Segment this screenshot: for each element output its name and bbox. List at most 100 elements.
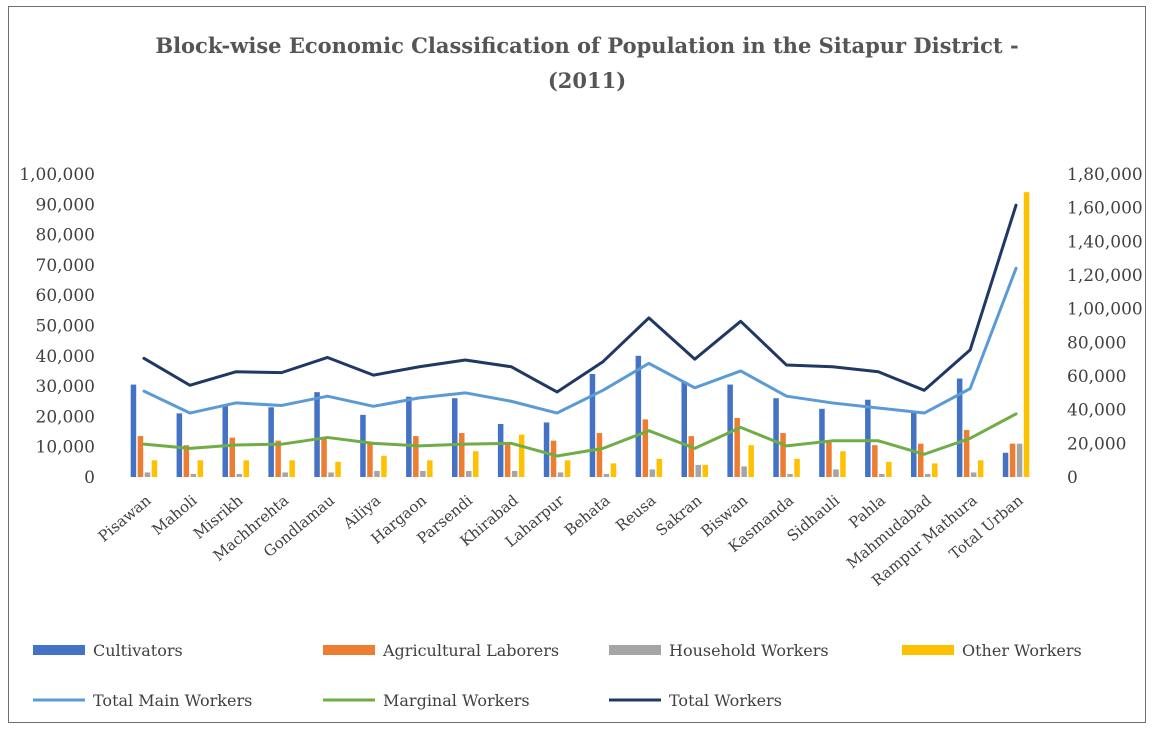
- bar-other-workers: [702, 464, 708, 477]
- bar-cultivators: [360, 414, 366, 477]
- bar-other-workers: [335, 461, 341, 477]
- legend-swatch-household-workers: [609, 645, 661, 655]
- bar-other-workers: [610, 463, 617, 477]
- bar-cultivators: [452, 398, 458, 477]
- bar-cultivators: [956, 378, 963, 477]
- left-axis-tick-label: 10,000: [36, 438, 95, 458]
- bar-household-workers: [466, 470, 472, 477]
- bar-cultivators: [268, 407, 274, 477]
- bars: [130, 192, 1030, 477]
- right-axis-tick-label: 0: [1067, 468, 1078, 488]
- legend-label: Other Workers: [962, 641, 1082, 660]
- right-axis-tick-label: 80,000: [1067, 333, 1126, 353]
- bar-agricultural-laborers: [963, 430, 970, 477]
- left-axis-tick-label: 40,000: [36, 347, 95, 367]
- bar-other-workers: [427, 460, 433, 477]
- bar-cultivators: [911, 411, 917, 477]
- bar-household-workers: [787, 473, 793, 477]
- bar-cultivators: [589, 373, 596, 477]
- bar-agricultural-laborers: [137, 436, 144, 477]
- left-axis-tick-label: 90,000: [36, 195, 95, 215]
- series-line-total-main-workers: [142, 266, 1018, 415]
- bar-cultivators: [635, 355, 642, 477]
- bar-cultivators: [406, 396, 412, 477]
- legend-swatch-cultivators: [33, 645, 85, 655]
- legend-label: Agricultural Laborers: [382, 641, 559, 660]
- bar-household-workers: [741, 466, 747, 477]
- bar-cultivators: [497, 423, 504, 477]
- bar-other-workers: [656, 458, 663, 477]
- right-axis-tick-label: 1,60,000: [1067, 199, 1143, 219]
- bar-cultivators: [865, 399, 871, 477]
- left-axis-tick-label: 50,000: [36, 317, 95, 337]
- right-axis-tick-label: 1,00,000: [1067, 300, 1143, 320]
- legend-label: Household Workers: [669, 641, 829, 660]
- bar-other-workers: [289, 460, 295, 477]
- left-axis-tick-label: 1,00,000: [19, 165, 95, 185]
- legend-swatch-agricultural-laborers: [323, 645, 375, 655]
- bar-other-workers: [977, 460, 984, 477]
- right-axis-tick-label: 1,40,000: [1067, 232, 1143, 252]
- bar-household-workers: [190, 473, 197, 477]
- bar-other-workers: [840, 451, 846, 477]
- left-axis-tick-label: 60,000: [36, 286, 95, 306]
- bar-agricultural-laborers: [229, 437, 235, 477]
- bar-agricultural-laborers: [734, 417, 740, 477]
- bar-agricultural-laborers: [826, 442, 832, 477]
- bar-household-workers: [511, 470, 518, 477]
- bar-agricultural-laborers: [688, 436, 694, 477]
- bar-agricultural-laborers: [321, 437, 327, 477]
- bar-agricultural-laborers: [642, 419, 649, 477]
- right-axis: 0 20,000 40,000 60,000 80,000 1,00,000 1,20,00…: [1067, 165, 1143, 488]
- right-axis-tick-label: 40,000: [1067, 401, 1126, 421]
- bar-other-workers: [151, 460, 158, 477]
- left-axis-tick-label: 30,000: [36, 377, 95, 397]
- bar-agricultural-laborers: [367, 442, 373, 477]
- bar-other-workers: [932, 463, 938, 477]
- bar-agricultural-laborers: [183, 445, 190, 477]
- bar-cultivators: [681, 381, 687, 477]
- bar-household-workers: [420, 470, 426, 477]
- lines: [142, 203, 1018, 458]
- bar-other-workers: [473, 451, 479, 477]
- legend-label: Total Main Workers: [93, 691, 252, 710]
- category-label: Sidhauli: [784, 491, 844, 545]
- bar-cultivators: [176, 413, 183, 477]
- bar-household-workers: [603, 473, 610, 477]
- bar-household-workers: [557, 472, 564, 477]
- bar-other-workers: [748, 445, 754, 477]
- chart-title: Block-wise Economic Classification of Po…: [155, 33, 1018, 58]
- series-line-total-workers: [142, 203, 1018, 394]
- bar-cultivators: [543, 422, 550, 477]
- category-label: Sakran: [652, 491, 705, 540]
- bar-household-workers: [1016, 443, 1023, 477]
- legend-label: Total Workers: [669, 691, 782, 710]
- left-axis-tick-label: 80,000: [36, 226, 95, 246]
- bar-household-workers: [695, 464, 701, 477]
- bar-other-workers: [518, 434, 525, 477]
- bar-household-workers: [970, 472, 977, 477]
- right-axis-tick-label: 1,80,000: [1067, 165, 1143, 185]
- bar-household-workers: [328, 472, 334, 477]
- right-axis-tick-label: 60,000: [1067, 367, 1126, 387]
- series-line-marginal-workers: [142, 412, 1018, 458]
- bar-agricultural-laborers: [459, 433, 465, 477]
- bar-agricultural-laborers: [275, 440, 281, 477]
- legend-swatch-other-workers: [902, 645, 954, 655]
- bar-household-workers: [144, 472, 151, 477]
- left-axis-tick-label: 20,000: [36, 407, 95, 427]
- bar-household-workers: [925, 473, 931, 477]
- left-axis-tick-label: 0: [84, 468, 95, 488]
- bar-other-workers: [1023, 192, 1030, 477]
- right-axis-tick-label: 20,000: [1067, 434, 1126, 454]
- bar-other-workers: [243, 460, 249, 477]
- bar-other-workers: [886, 461, 892, 477]
- bar-household-workers: [282, 472, 288, 477]
- bar-agricultural-laborers: [413, 436, 419, 477]
- bar-household-workers: [374, 470, 380, 477]
- chart-svg: Block-wise Economic Classification of Po…: [19, 33, 1143, 710]
- bar-agricultural-laborers: [1009, 443, 1016, 477]
- bar-cultivators: [1002, 452, 1009, 477]
- bar-cultivators: [130, 384, 137, 477]
- legend: Cultivators Agricultural Laborers Househol…: [33, 641, 1082, 710]
